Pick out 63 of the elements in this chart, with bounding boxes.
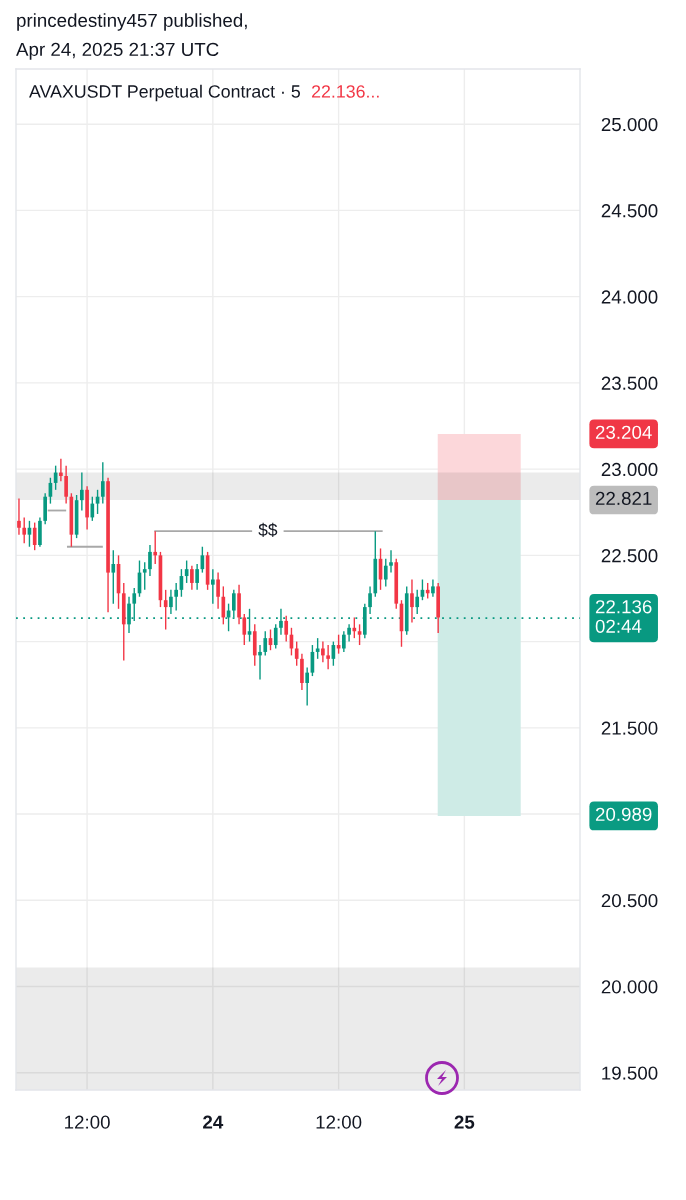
ref-line-label: 22.136 02:44 bbox=[595, 600, 652, 633]
candlestick bbox=[22, 516, 27, 544]
candlestick bbox=[242, 613, 247, 646]
candlestick bbox=[263, 630, 268, 657]
candlestick bbox=[315, 637, 320, 660]
candlestick bbox=[32, 521, 37, 551]
text: Apr 24, 2025 21:37 UTC bbox=[16, 42, 219, 60]
candlestick bbox=[111, 549, 116, 605]
y-tick-label: 20.000 bbox=[601, 980, 658, 994]
candlestick bbox=[216, 571, 220, 610]
y-tick-label: 24.500 bbox=[601, 204, 658, 218]
x-tick-label: 12:00 bbox=[316, 1115, 362, 1129]
candlestick bbox=[258, 644, 262, 681]
y-tick-label: 23.500 bbox=[601, 376, 658, 390]
candlestick bbox=[17, 497, 21, 536]
candlestick bbox=[368, 585, 372, 615]
candlestick bbox=[174, 582, 178, 612]
candlestick bbox=[273, 623, 278, 650]
candlestick bbox=[410, 578, 414, 624]
candlestick bbox=[294, 640, 299, 667]
candlestick bbox=[321, 640, 325, 663]
x-tick-label: 12:00 bbox=[65, 1115, 110, 1129]
candlestick bbox=[342, 630, 346, 653]
y-tick-label: 24.000 bbox=[601, 290, 658, 304]
annotation: $$ bbox=[258, 522, 278, 537]
band-label: 22.821 bbox=[595, 491, 652, 506]
candlestick bbox=[153, 530, 158, 565]
candlestick bbox=[326, 644, 330, 670]
text: princedestiny457 published, bbox=[17, 13, 247, 31]
y-tick-label: 23.000 bbox=[601, 462, 658, 477]
candlestick bbox=[59, 458, 63, 482]
candlestick bbox=[190, 565, 194, 591]
text: 20.989 bbox=[595, 807, 652, 821]
text: 23.204 bbox=[595, 425, 652, 439]
y-tick-label: 25.000 bbox=[601, 117, 658, 132]
y-tick-label: 19.500 bbox=[602, 1066, 658, 1080]
candlestick bbox=[169, 589, 173, 615]
candlestick bbox=[305, 666, 309, 707]
candlestick bbox=[415, 589, 420, 615]
candlestick bbox=[211, 568, 215, 605]
candlestick bbox=[221, 585, 226, 626]
y-tick-label: 21.500 bbox=[601, 721, 658, 735]
candlestick bbox=[195, 563, 199, 591]
candlestick bbox=[90, 496, 95, 522]
candlestick bbox=[100, 461, 105, 505]
candlestick bbox=[352, 616, 357, 639]
candlestick bbox=[347, 623, 351, 643]
candlestick bbox=[431, 578, 435, 598]
candlestick bbox=[80, 471, 84, 512]
candlestick bbox=[383, 558, 388, 588]
candlestick bbox=[357, 623, 362, 646]
x-tick-label: 25 bbox=[454, 1115, 475, 1129]
candlestick bbox=[284, 615, 289, 643]
candlestick bbox=[64, 464, 68, 505]
candlestick bbox=[148, 544, 152, 577]
y-tick-label: 22.500 bbox=[601, 549, 658, 563]
candlestick bbox=[163, 589, 168, 631]
candlestick bbox=[389, 549, 393, 574]
y-tick-label: 20.500 bbox=[601, 893, 658, 908]
x-tick-label: 24 bbox=[203, 1115, 224, 1129]
text: 22.136... bbox=[312, 85, 379, 98]
text: AVAXUSDT Perpetual Contract · 5 bbox=[29, 84, 300, 102]
candlestick bbox=[142, 561, 147, 591]
